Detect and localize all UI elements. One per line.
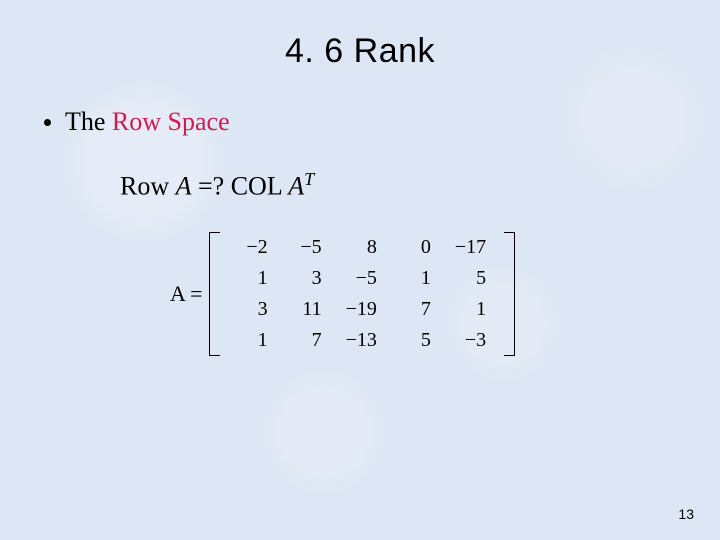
matrix-cell: 1	[443, 294, 498, 325]
slide: 4. 6 Rank The Row Space Row A =? COL AT …	[0, 0, 720, 540]
matrix-cell: 5	[443, 263, 498, 294]
bullet-icon	[44, 119, 51, 126]
matrix-cell: 1	[226, 325, 280, 356]
matrix-table: −2 −5 8 0 −17 1 3 −5 1 5 3 11 −19 7 1	[226, 232, 499, 356]
matrix-label: A =	[170, 281, 203, 307]
matrix-cell: −19	[334, 294, 389, 325]
matrix-cell: 0	[389, 232, 443, 263]
eq-lhs-word: Row	[120, 172, 169, 201]
matrix-cell: −3	[443, 325, 498, 356]
matrix-cell: 8	[334, 232, 389, 263]
matrix-cell: 1	[226, 263, 280, 294]
matrix-cell: −17	[443, 232, 498, 263]
matrix-cell: 1	[389, 263, 443, 294]
row-col-equation: Row A =? COL AT	[40, 169, 680, 202]
matrix-cell: −5	[334, 263, 389, 294]
matrix-cell: −13	[334, 325, 389, 356]
matrix-display: A = −2 −5 8 0 −17 1 3 −5 1 5 3 11 −19 7	[40, 232, 680, 356]
matrix-cell: 7	[389, 294, 443, 325]
matrix-cell: 7	[280, 325, 334, 356]
matrix-cell: 5	[389, 325, 443, 356]
matrix-cell: 3	[226, 294, 280, 325]
matrix-row: −2 −5 8 0 −17	[226, 232, 499, 263]
bullet-item: The Row Space	[40, 107, 680, 137]
eq-rhs-sup: T	[304, 169, 314, 189]
slide-title: 4. 6 Rank	[40, 32, 680, 71]
right-bracket-icon	[504, 232, 515, 356]
matrix-row: 3 11 −19 7 1	[226, 294, 499, 325]
eq-rhs-word: COL	[231, 172, 282, 201]
matrix-row: 1 7 −13 5 −3	[226, 325, 499, 356]
bullet-emphasis: Row Space	[112, 107, 230, 136]
eq-rhs-var: A	[288, 172, 304, 201]
eq-lhs-var: A	[176, 172, 192, 201]
matrix-cell: −5	[280, 232, 334, 263]
matrix-cell: 11	[280, 294, 334, 325]
matrix-cell: −2	[226, 232, 280, 263]
left-bracket-icon	[209, 232, 220, 356]
matrix-cell: 3	[280, 263, 334, 294]
eq-relation: =?	[192, 172, 231, 201]
bullet-text: The Row Space	[65, 107, 230, 137]
page-number: 13	[678, 506, 694, 522]
bullet-prefix: The	[65, 107, 112, 136]
matrix-row: 1 3 −5 1 5	[226, 263, 499, 294]
